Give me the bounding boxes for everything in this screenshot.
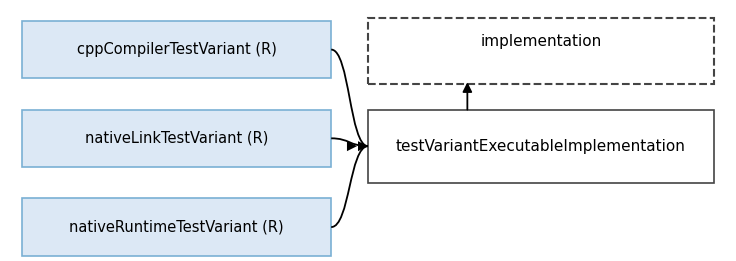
Text: implementation: implementation bbox=[481, 34, 601, 49]
FancyBboxPatch shape bbox=[22, 198, 331, 256]
FancyBboxPatch shape bbox=[22, 110, 331, 167]
FancyBboxPatch shape bbox=[368, 110, 714, 183]
FancyBboxPatch shape bbox=[22, 21, 331, 78]
Text: testVariantExecutableImplementation: testVariantExecutableImplementation bbox=[396, 139, 686, 154]
Text: nativeRuntimeTestVariant (R): nativeRuntimeTestVariant (R) bbox=[69, 220, 284, 235]
Text: nativeLinkTestVariant (R): nativeLinkTestVariant (R) bbox=[85, 131, 269, 146]
FancyBboxPatch shape bbox=[368, 18, 714, 84]
Text: cppCompilerTestVariant (R): cppCompilerTestVariant (R) bbox=[77, 42, 277, 57]
